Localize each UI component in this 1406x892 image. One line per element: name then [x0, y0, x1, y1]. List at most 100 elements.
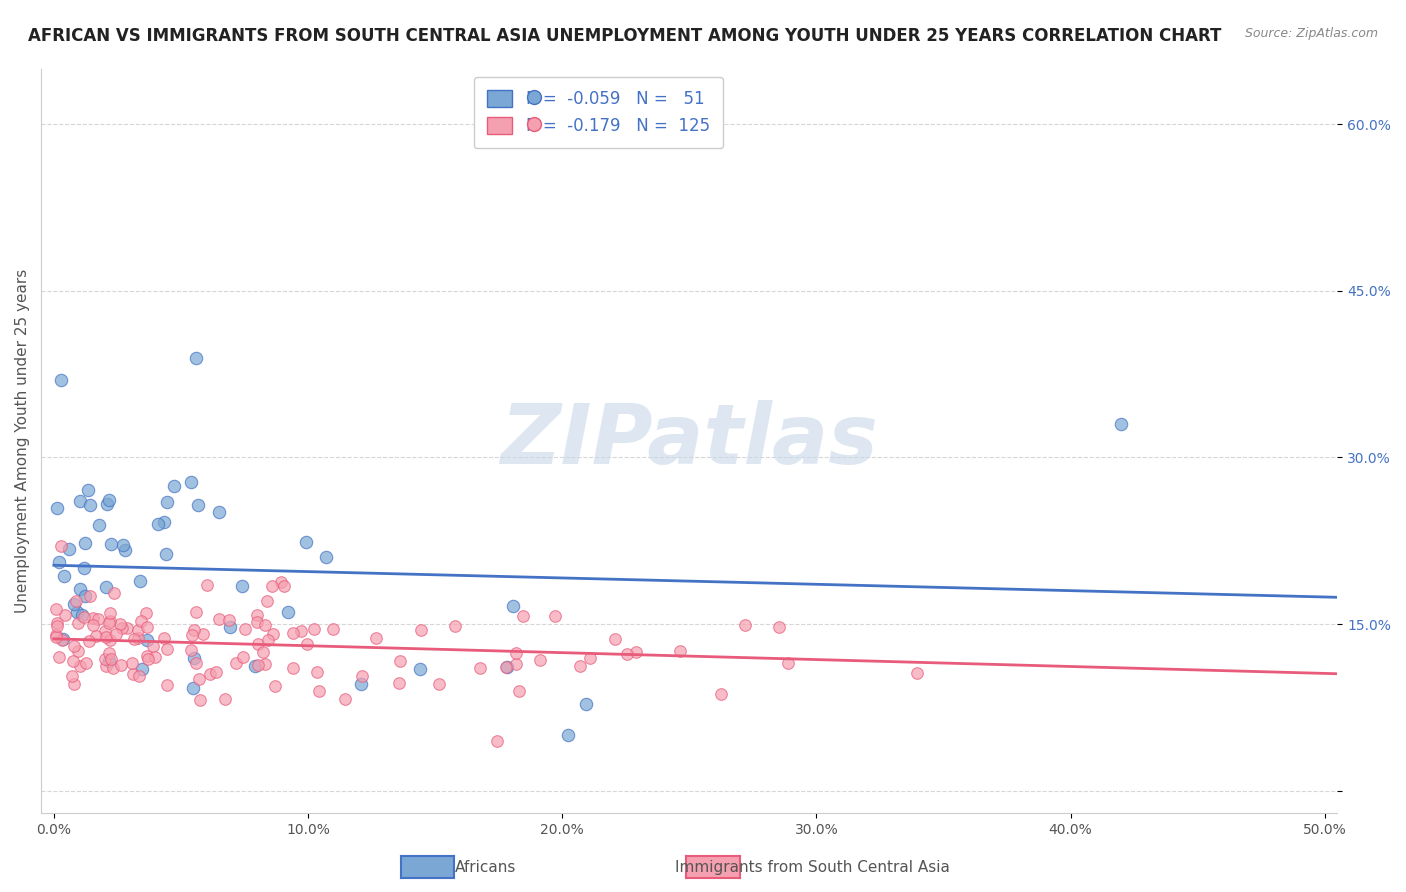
- Point: [246, 636, 269, 650]
- Point: [53, 607, 76, 622]
- Point: [46, 619, 69, 633]
- Point: [188, 672, 211, 686]
- Point: [98, 654, 121, 668]
- Point: [122, 667, 145, 681]
- Point: [73, 610, 96, 624]
- Point: [508, 683, 530, 698]
- Point: [668, 644, 690, 658]
- Point: [778, 656, 800, 670]
- Point: [69, 582, 91, 596]
- Point: [603, 632, 626, 646]
- Point: [60, 669, 83, 683]
- Text: ZIPatlas: ZIPatlas: [501, 401, 879, 482]
- Point: [94, 651, 117, 665]
- Point: [73, 589, 96, 603]
- Point: [73, 535, 96, 549]
- Point: [48, 649, 70, 664]
- Point: [53, 568, 76, 582]
- Point: [115, 621, 138, 635]
- Point: [277, 605, 299, 619]
- Point: [264, 679, 287, 693]
- Point: [364, 631, 387, 645]
- Point: [180, 475, 202, 489]
- Point: [75, 656, 97, 670]
- Point: [187, 498, 209, 512]
- Point: [198, 667, 221, 681]
- Text: Immigrants from South Central Asia: Immigrants from South Central Asia: [675, 860, 950, 874]
- Point: [79, 634, 101, 648]
- Point: [262, 627, 284, 641]
- Point: [100, 537, 122, 551]
- Point: [305, 665, 328, 680]
- Point: [112, 538, 135, 552]
- Point: [156, 642, 179, 657]
- Point: [335, 692, 357, 706]
- Point: [1111, 417, 1133, 432]
- Point: [69, 659, 91, 673]
- Point: [84, 629, 107, 643]
- Point: [46, 501, 69, 516]
- Point: [295, 535, 318, 549]
- Point: [94, 624, 117, 639]
- Point: [184, 657, 207, 671]
- Point: [281, 661, 304, 675]
- Point: [129, 574, 152, 588]
- Point: [427, 676, 450, 690]
- Point: [96, 580, 118, 594]
- Point: [136, 652, 159, 666]
- Point: [45, 601, 67, 615]
- Point: [188, 693, 211, 707]
- Point: [290, 624, 312, 638]
- Point: [257, 633, 280, 648]
- Point: [82, 617, 104, 632]
- Point: [470, 661, 492, 675]
- Point: [98, 615, 121, 630]
- Point: [105, 627, 128, 641]
- Point: [512, 609, 534, 624]
- Point: [94, 630, 117, 644]
- Point: [142, 639, 165, 653]
- Point: [409, 623, 432, 637]
- Point: [270, 574, 292, 589]
- Point: [69, 494, 91, 508]
- Point: [214, 691, 236, 706]
- Point: [89, 517, 111, 532]
- Point: [65, 594, 87, 608]
- Point: [146, 516, 169, 531]
- Point: [256, 594, 278, 608]
- Point: [246, 658, 269, 673]
- Point: [905, 666, 928, 681]
- Point: [409, 662, 432, 676]
- Point: [184, 606, 207, 620]
- Point: [388, 676, 411, 690]
- Point: [45, 630, 67, 644]
- Point: [51, 632, 73, 647]
- Point: [51, 540, 73, 554]
- Point: [127, 624, 149, 638]
- Point: [127, 632, 149, 646]
- Point: [73, 561, 96, 575]
- Point: [66, 615, 89, 630]
- Point: [350, 669, 373, 683]
- Point: [110, 617, 132, 632]
- Point: [135, 606, 157, 620]
- Point: [131, 662, 153, 676]
- Point: [183, 651, 205, 665]
- Point: [79, 590, 101, 604]
- Point: [49, 373, 72, 387]
- Point: [111, 621, 134, 635]
- Point: [136, 648, 159, 663]
- Point: [304, 622, 326, 636]
- Point: [181, 681, 204, 695]
- Point: [98, 614, 121, 628]
- Point: [101, 661, 124, 675]
- Point: [191, 627, 214, 641]
- Point: [505, 646, 527, 660]
- Point: [48, 555, 70, 569]
- Point: [389, 654, 412, 668]
- Point: [46, 616, 69, 631]
- Point: [568, 658, 591, 673]
- Point: [243, 658, 266, 673]
- Point: [225, 656, 247, 670]
- Point: [98, 493, 121, 508]
